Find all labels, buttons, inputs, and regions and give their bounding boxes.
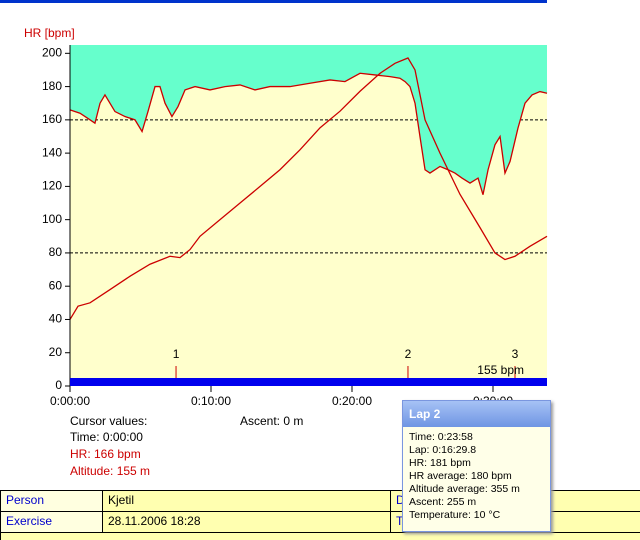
top-bar (0, 0, 547, 3)
popup-line: Temperature: 10 °C (409, 509, 501, 521)
popup-line: Time: 0:23:58 (409, 431, 473, 443)
popup-line: Altitude average: 355 m (409, 483, 520, 495)
lap-label: 2 (405, 347, 412, 361)
y-tick-label: 100 (42, 212, 62, 226)
cursor-time: Time: 0:00:00 (70, 430, 143, 444)
cursor-title: Cursor values: (70, 414, 147, 428)
hr-area (70, 45, 547, 195)
table-text: D (396, 493, 405, 507)
lap-label: 3 (512, 347, 519, 361)
y-tick-label: 200 (42, 45, 62, 59)
x-tick-label: 0:20:00 (332, 394, 372, 408)
y-tick-label: 140 (42, 145, 62, 159)
y-axis-label: HR [bpm] (24, 26, 75, 40)
table-cell (0, 532, 640, 540)
table-text: Kjetil (108, 493, 134, 507)
series-line (69, 72, 548, 195)
y-tick-label: 160 (42, 112, 62, 126)
lap-popup: Lap 2 Time: 0:23:58 Lap: 0:16:29.8 HR: 181… (402, 400, 551, 532)
lap-label: 1 (173, 347, 180, 361)
popup-line: HR: 181 bpm (409, 457, 471, 469)
time-band (70, 378, 547, 386)
y-tick-label: 20 (49, 345, 63, 359)
cursor-hr: HR: 166 bpm (70, 447, 141, 461)
table-text: Exercise (6, 514, 52, 528)
table-text: Person (6, 493, 44, 507)
cursor-altitude: Altitude: 155 m (70, 464, 150, 478)
table-text: T (396, 514, 404, 528)
y-tick-label: 60 (49, 278, 63, 292)
table-cell (102, 490, 391, 512)
y-tick-label: 0 (55, 378, 62, 392)
popup-line: HR average: 180 bpm (409, 470, 512, 482)
table-text: 28.11.2006 18:28 (108, 514, 201, 528)
y-tick-label: 80 (49, 245, 63, 259)
cursor-ascent: Ascent: 0 m (240, 414, 303, 428)
x-tick-label: 0:00:00 (50, 394, 90, 408)
plot (69, 45, 548, 386)
y-tick-label: 180 (42, 79, 62, 93)
popup-line: Ascent: 255 m (409, 496, 477, 508)
series-line (69, 57, 548, 320)
y-tick-label: 40 (49, 312, 63, 326)
x-tick-label: 0:10:00 (191, 394, 231, 408)
popup-body: Time: 0:23:58 Lap: 0:16:29.8 HR: 181 bpm HR… (403, 427, 550, 522)
y-tick-label: 120 (42, 179, 62, 193)
current-value: 155 bpm (477, 363, 524, 377)
popup-title: Lap 2 (403, 401, 550, 427)
popup-line: Lap: 0:16:29.8 (409, 444, 477, 456)
